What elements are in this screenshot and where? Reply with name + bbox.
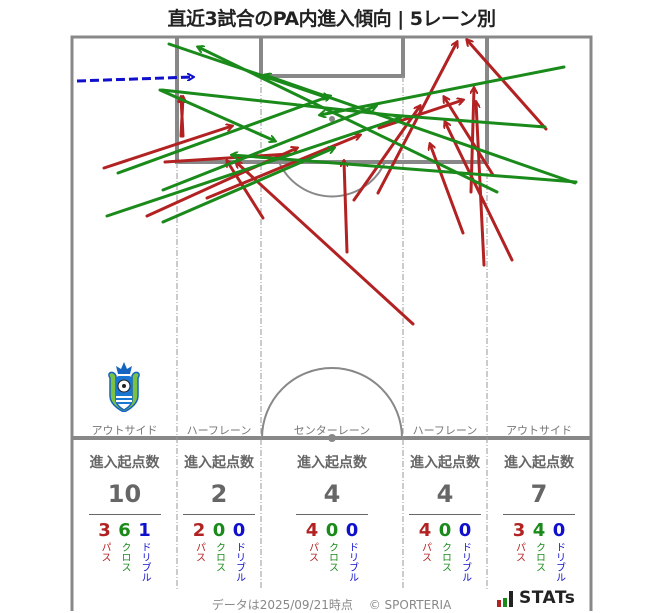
cross-count: 0	[325, 520, 339, 541]
cross-count: 0	[212, 520, 226, 541]
page-title: 直近3試合のPA内進入傾向 | 5レーン別	[167, 8, 496, 30]
stat-divider	[296, 514, 368, 515]
stat-divider	[183, 514, 255, 515]
stats-logo: STATs	[497, 590, 575, 607]
dribble-count: 0	[552, 520, 566, 541]
dribble-label: ドリブル	[139, 542, 150, 582]
cross-arrows	[105, 42, 578, 224]
dribble-label: ドリブル	[459, 542, 471, 582]
pass-label: パス	[306, 542, 318, 562]
pass-count: 3	[512, 520, 526, 541]
dribble-label: ドリブル	[233, 542, 245, 582]
dribble-count: 0	[345, 520, 359, 541]
lane-label-halfspace-left: ハーフレーン	[186, 424, 252, 437]
dribble-count: 1	[138, 520, 151, 541]
pass-label: パス	[99, 542, 110, 562]
stat-divider	[409, 514, 481, 515]
logo-bar-green-icon	[503, 598, 507, 607]
cross-count: 6	[118, 520, 131, 541]
lane-label-outside-right: アウトサイド	[506, 424, 572, 437]
pass-label: パス	[419, 542, 431, 562]
pass-count: 2	[192, 520, 206, 541]
stat-total: 10	[107, 480, 142, 508]
lane-stats-halfspace-left: 進入起点数 2 2 パス 0 クロス 0 ドリブル	[177, 452, 261, 582]
lane-stats-center: 進入起点数 4 4 パス 0 クロス 0 ドリブル	[261, 452, 403, 582]
lane-label-halfspace-right: ハーフレーン	[412, 424, 478, 437]
dribble-label: ドリブル	[346, 542, 358, 582]
stats-logo-text: STATs	[519, 588, 576, 608]
stat-total: 4	[323, 480, 341, 508]
cross-count: 4	[532, 520, 546, 541]
pass-label: パス	[193, 542, 205, 562]
dribble-label: ドリブル	[553, 542, 565, 582]
cross-label: クロス	[533, 542, 545, 572]
lane-stats-outside-left: 進入起点数 10 3 パス 6 クロス 1 ドリブル	[72, 452, 177, 582]
dribble-arrows	[76, 77, 193, 83]
stat-header: 進入起点数	[410, 455, 480, 471]
pass-count: 3	[98, 520, 111, 541]
lane-label-outside-left: アウトサイド	[91, 424, 158, 437]
logo-bar-black-icon	[509, 591, 513, 607]
stat-divider	[503, 514, 575, 515]
cross-label: クロス	[119, 542, 130, 572]
lane-dividers	[176, 76, 488, 590]
footer: データは2025/09/21時点 © SPORTERIA	[0, 596, 663, 613]
lane-stats-halfspace-right: 進入起点数 4 4 パス 0 クロス 0 ドリブル	[403, 452, 487, 582]
copyright: © SPORTERIA	[368, 598, 452, 612]
cross-label: クロス	[213, 542, 225, 572]
dribble-count: 0	[458, 520, 472, 541]
pass-count: 4	[305, 520, 319, 541]
pass-count: 4	[418, 520, 432, 541]
logo-bar-red-icon	[497, 600, 501, 607]
stat-total: 4	[436, 480, 454, 508]
cross-count: 0	[438, 520, 452, 541]
stat-header: 進入起点数	[504, 455, 574, 471]
stat-header: 進入起点数	[89, 455, 160, 471]
team-crest-logo	[108, 362, 140, 412]
lane-stats-outside-right: 進入起点数 7 3 パス 4 クロス 0 ドリブル	[487, 452, 591, 582]
stat-header: 進入起点数	[297, 455, 367, 471]
pass-label: パス	[513, 542, 525, 562]
dribble-count: 0	[232, 520, 246, 541]
lane-label-center: センターレーン	[293, 424, 371, 437]
stat-header: 進入起点数	[184, 455, 254, 471]
cross-label: クロス	[326, 542, 338, 572]
stat-total: 2	[210, 480, 228, 508]
data-date: データは2025/09/21時点	[211, 598, 353, 612]
stat-total: 7	[530, 480, 548, 508]
cross-label: クロス	[439, 542, 451, 572]
stat-divider	[88, 514, 161, 515]
